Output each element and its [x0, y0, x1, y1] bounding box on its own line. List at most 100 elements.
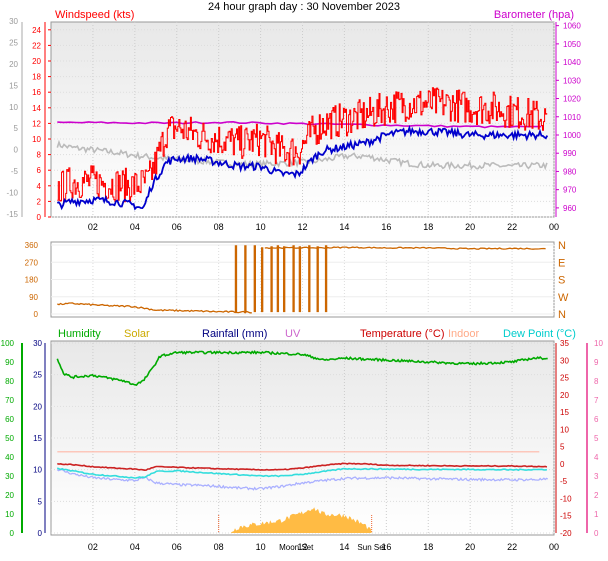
wind-outer-tick: 25	[9, 38, 18, 47]
temp-y-tick: -15	[560, 512, 572, 521]
temp-y-tick: 20	[560, 391, 569, 400]
rain-y-tick: 30	[33, 339, 42, 348]
wind-x-tick: 12	[297, 222, 307, 232]
direction-spike	[298, 246, 302, 313]
direction-spike	[270, 246, 273, 313]
wind-outer-tick: 10	[9, 103, 18, 112]
wind-y-tick: 2	[37, 197, 42, 206]
uv-y-tick: 8	[594, 377, 599, 386]
dir-y-tick: 0	[34, 310, 39, 319]
humidity-label: Humidity	[58, 328, 101, 340]
wind-y-tick: 12	[32, 119, 41, 128]
humidity-y-tick: 0	[10, 529, 15, 538]
humidity-y-tick: 30	[5, 472, 14, 481]
wind-outer-tick: -15	[6, 210, 18, 219]
baro-y-tick: 1000	[563, 131, 581, 140]
baro-y-tick: 970	[563, 186, 577, 195]
wind-x-tick: 04	[130, 222, 140, 232]
rain-y-tick: 25	[33, 371, 42, 380]
grey-series-line	[56, 139, 548, 171]
wind-outer-tick: 5	[14, 124, 19, 133]
direction-spike	[292, 245, 295, 313]
humidity-y-tick: 20	[5, 491, 14, 500]
humidity-y-tick: 50	[5, 434, 14, 443]
humidity-y-tick: 10	[5, 510, 14, 519]
dir-compass-tick: S	[558, 275, 565, 287]
humidity-y-tick: 70	[5, 396, 14, 405]
temp-y-tick: -10	[560, 494, 572, 503]
baro-y-tick: 1020	[563, 95, 581, 104]
uv-y-tick: 0	[594, 529, 599, 538]
wind-outer-tick: 15	[9, 81, 18, 90]
wind-outer-tick: 30	[9, 17, 18, 26]
wind-outer-tick: -10	[6, 189, 18, 198]
moon-set-label: Moon Set	[279, 543, 314, 552]
uv-y-tick: 7	[594, 396, 599, 405]
wind-y-tick: 10	[32, 135, 41, 144]
wind-y-tick: 8	[37, 151, 42, 160]
wind-y-tick: 22	[32, 41, 41, 50]
sun-set-label: Sun Set	[357, 543, 386, 552]
temp-x-tick: 00	[549, 542, 559, 552]
solar-series-area	[231, 507, 372, 533]
wind-x-tick: 20	[465, 222, 475, 232]
humidity-series-line	[56, 349, 548, 387]
avg-wind-series-line	[56, 124, 549, 211]
temp-y-tick: 10	[560, 425, 569, 434]
wind-outer-tick: -5	[11, 167, 19, 176]
wind-y-tick: 14	[32, 104, 41, 113]
dew-point-series-line	[56, 467, 547, 479]
dir-y-tick: 270	[25, 258, 39, 267]
uv-y-tick: 6	[594, 415, 599, 424]
humidity-y-tick: 40	[5, 453, 14, 462]
wind-x-tick: 06	[172, 222, 182, 232]
lavender-series-line	[56, 468, 548, 491]
baro-y-tick: 990	[563, 149, 577, 158]
uv-y-tick: 5	[594, 434, 599, 443]
wind-y-tick: 18	[32, 73, 41, 82]
wind-y-tick: 20	[32, 57, 41, 66]
windspeed-axis-label: Windspeed (kts)	[55, 9, 134, 21]
humidity-y-tick: 60	[5, 415, 14, 424]
temp-y-tick: 5	[560, 443, 565, 452]
baro-y-tick: 1040	[563, 58, 581, 67]
wind-x-tick: 16	[381, 222, 391, 232]
indoor-label: Indoor	[448, 328, 480, 340]
direction-spike	[316, 246, 319, 313]
uv-y-tick: 9	[594, 358, 599, 367]
direction-spike	[253, 245, 256, 313]
direction-spike	[282, 246, 286, 313]
barometer-series-line	[57, 120, 542, 129]
temp-y-tick: 30	[560, 356, 569, 365]
temp-y-tick: 15	[560, 408, 569, 417]
direction-spike	[234, 245, 238, 313]
temp-x-tick: 04	[130, 542, 140, 552]
temp-y-tick: -5	[560, 477, 568, 486]
noon-tick: 12	[297, 542, 307, 552]
wind-outer-tick: 0	[14, 146, 19, 155]
wind-y-tick: 16	[32, 88, 41, 97]
uv-y-tick: 1	[594, 510, 599, 519]
rain-y-tick: 20	[33, 402, 42, 411]
temp-x-tick: 10	[256, 542, 266, 552]
wind-x-tick: 08	[214, 222, 224, 232]
uv-y-tick: 3	[594, 472, 599, 481]
wind-x-tick: 00	[549, 222, 559, 232]
dir-compass-tick: E	[558, 257, 565, 269]
temp-x-tick: 08	[214, 542, 224, 552]
wind-y-tick: 6	[37, 166, 42, 175]
dir-y-tick: 90	[29, 293, 38, 302]
rain-y-tick: 15	[33, 434, 42, 443]
temp-y-tick: 35	[560, 339, 569, 348]
wind-y-tick: 0	[37, 213, 42, 222]
wind-x-tick: 02	[88, 222, 98, 232]
solar-label: Solar	[124, 328, 150, 340]
direction-spike	[260, 247, 264, 313]
temp-x-tick: 06	[172, 542, 182, 552]
baro-y-tick: 1050	[563, 40, 581, 49]
direction-spike	[244, 245, 247, 313]
temp-x-tick: 20	[465, 542, 475, 552]
windspeed-series-line	[57, 87, 548, 203]
temp-y-tick: 0	[560, 460, 565, 469]
